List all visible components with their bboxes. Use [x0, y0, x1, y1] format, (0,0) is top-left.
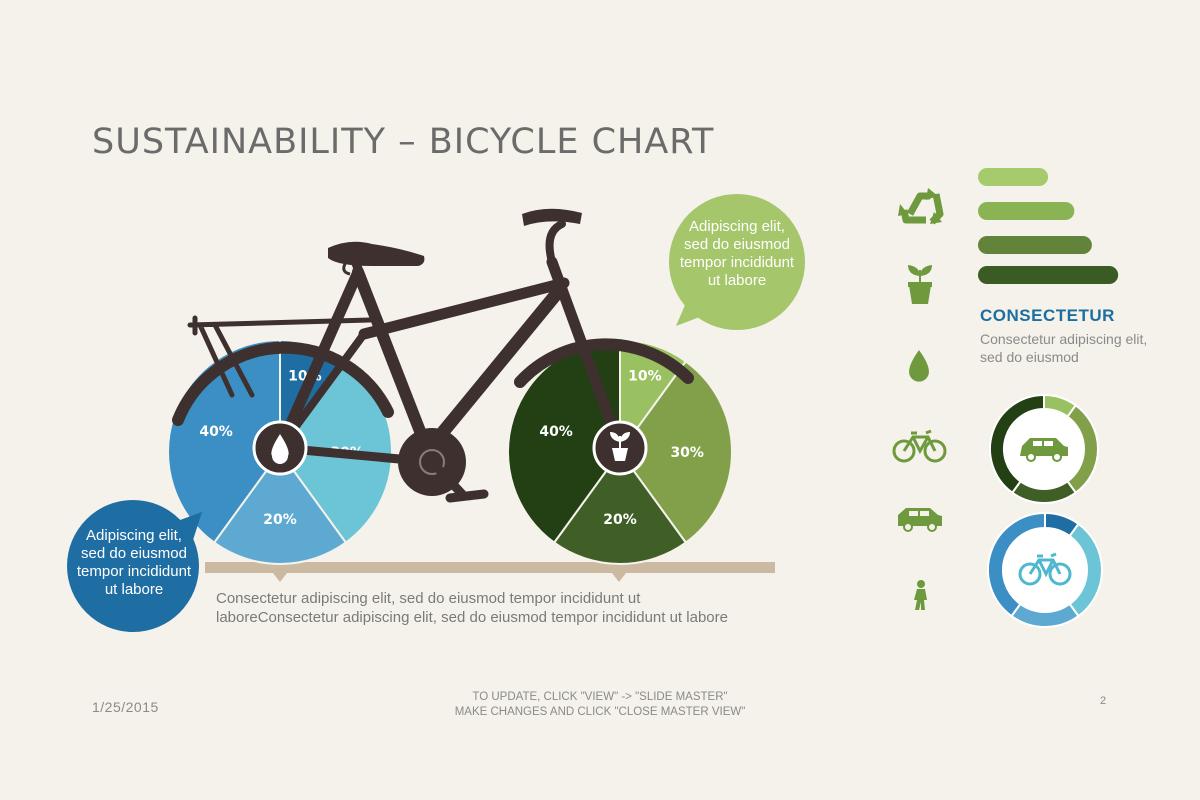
rear-mudguard: [172, 341, 394, 426]
caption: Consectetur adipiscing elit, sed do eius…: [216, 589, 776, 627]
speech-bubble-right: [669, 194, 805, 330]
plant-pot-icon: [610, 432, 630, 461]
front-wheel-label: 10%: [628, 368, 662, 384]
water-drop-icon: [271, 434, 289, 464]
recycle-icon: [898, 188, 944, 225]
horizontal-bar: [978, 266, 1119, 284]
front-wheel-slice: [552, 450, 688, 565]
footer-note: TO UPDATE, CLICK "VIEW" -> "SLIDE MASTER…: [400, 690, 800, 720]
pedestrian-icon: [914, 580, 927, 610]
page-number: 2: [1100, 695, 1107, 707]
car-icon: [898, 508, 942, 532]
handlebar: [522, 208, 582, 226]
speech-bubble-right-text: Adipiscing elit, sed do eiusmod tempor i…: [679, 218, 795, 289]
rear-wheel-label: 40%: [199, 424, 233, 440]
front-wheel-label: 30%: [670, 445, 704, 461]
ground-pointer-left: [273, 573, 287, 582]
seat-spring: [342, 261, 351, 276]
water-drop-icon-legend: [909, 350, 929, 382]
car-donut-segment: [989, 393, 1045, 495]
bicycle-seat: [328, 241, 425, 266]
ground-pointer-right: [612, 573, 626, 582]
ground-bar: [205, 562, 775, 573]
speech-bubble-left: [67, 500, 199, 632]
front-wheel-slice: [618, 359, 733, 545]
page-title: SUSTAINABILITY – BICYCLE CHART: [92, 122, 715, 162]
legend-title: CONSECTETUR: [980, 306, 1115, 325]
front-wheel-label: 40%: [539, 424, 573, 440]
pedal-arm: [427, 457, 489, 503]
horizontal-bar-chart: [978, 168, 1119, 284]
rear-wheel-label: 20%: [263, 512, 297, 528]
footer-note-line-2: MAKE CHANGES AND CLICK "CLOSE MASTER VIE…: [454, 706, 746, 718]
donut-car-icon: [1020, 438, 1068, 462]
rear-wheel-slice: [212, 450, 348, 565]
bicycle-donut-segment: [987, 511, 1046, 618]
chainring-center: [419, 449, 445, 475]
front-wheel-label: 20%: [603, 512, 637, 528]
caption-line-1: Consectetur adipiscing elit, sed do eius…: [216, 590, 641, 607]
horizontal-bar: [978, 236, 1092, 254]
legend-text: Consectetur adipiscing elit, sed do eius…: [980, 331, 1148, 365]
bicycle-icon: [892, 429, 947, 463]
front-wheel-pie: 10% 30% 20% 40%: [507, 338, 733, 565]
front-mudguard: [514, 338, 694, 388]
caption-line-2: laboreConsectetur adipiscing elit, sed d…: [216, 609, 728, 626]
donut-bicycle-icon: [1018, 552, 1072, 586]
horizontal-bar: [978, 202, 1075, 220]
footer-note-line-1: TO UPDATE, CLICK "VIEW" -> "SLIDE MASTER…: [472, 691, 728, 703]
horizontal-bar: [978, 168, 1049, 186]
rear-rack: [187, 315, 373, 398]
footer-date: 1/25/2015: [92, 699, 159, 715]
speech-bubble-left-text: Adipiscing elit, sed do eiusmod tempor i…: [76, 527, 192, 598]
plant-pot-icon-legend: [908, 265, 932, 304]
